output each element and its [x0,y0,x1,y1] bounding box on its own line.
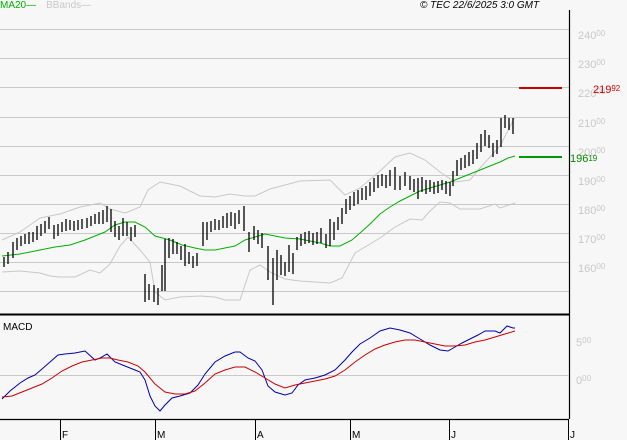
price-tick-240: 24000 [578,29,606,42]
legend-bbands: BBands— [46,0,92,11]
macd-tick-5: 500 [576,336,592,349]
month-label-may: M [352,430,360,440]
month-label-feb: F [62,430,68,440]
month-label-apr: A [257,430,264,440]
chart-legend: MA20— BBands— [0,0,91,12]
bollinger-bands [1,116,516,301]
price-tick-170: 17000 [578,233,606,246]
ma-value-label: 19619 [570,153,598,165]
x-axis-labels: F M A M J J [62,430,575,440]
price-tick-160: 16000 [578,262,606,275]
price-axis-labels: 24000 23000 22000 21000 20000 19000 1800… [578,29,606,275]
price-tick-200: 20000 [578,146,606,159]
x-axis-ticks [60,420,569,440]
price-bars [3,115,514,305]
resistance-value-label: 21992 [593,84,621,96]
month-label-jun: J [451,430,456,440]
price-tick-210: 21000 [578,117,606,130]
copyright-timestamp: © TEC 22/6/2025 3:0 GMT [420,0,540,11]
macd-tick-0: 000 [576,374,592,387]
macd-signal-line [1,330,516,398]
price-tick-180: 18000 [578,204,606,217]
price-tick-190: 19000 [578,175,606,188]
legend-ma20: MA20— [0,0,37,11]
price-tick-230: 23000 [578,58,606,71]
price-grid [0,29,569,292]
month-label-mar: M [157,430,165,440]
month-label-jul: J [570,430,575,440]
macd-line [1,325,515,412]
price-tick-220: 22000 [578,87,606,100]
macd-label: MACD [3,322,32,333]
